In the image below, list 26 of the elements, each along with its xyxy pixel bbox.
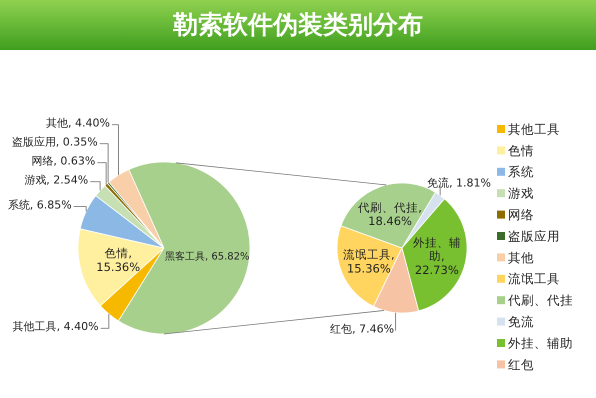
legend-label: 流氓工具 — [508, 271, 560, 286]
legend-label: 红包 — [508, 356, 534, 372]
legend-label: 网络 — [508, 206, 534, 222]
legend-label: 其他 — [508, 250, 534, 265]
data-label: 红包, 7.46% — [330, 322, 394, 336]
legend-label: 色情 — [508, 142, 534, 158]
data-label: 盗版应用, 0.35% — [12, 136, 98, 149]
data-label: 免流, 1.81% — [427, 176, 491, 190]
data-label: 流氓工具, 15.36% — [343, 248, 395, 276]
legend-label: 其他工具 — [508, 121, 560, 136]
legend-label: 游戏 — [508, 186, 534, 201]
chart-title: 勒索软件伪装类别分布 — [172, 10, 423, 39]
data-label: 其他工具, 4.40% — [12, 320, 99, 334]
data-label: 游戏, 2.54% — [24, 174, 88, 187]
data-label: 网络, 0.63% — [31, 154, 96, 168]
data-label: 外挂、辅助, 22.73% — [412, 235, 461, 277]
data-label: 黑客工具, 65.82% — [165, 250, 250, 262]
data-label: 代刷、代挂, 18.46% — [357, 200, 422, 228]
legend-label: 外挂、辅助 — [508, 335, 573, 350]
legend-label: 代刷、代挂 — [507, 292, 573, 308]
legend-label: 盗版应用 — [508, 228, 560, 244]
data-label: 系统, 6.85% — [8, 198, 72, 212]
legend-label: 免流 — [508, 314, 534, 329]
data-label: 其他, 4.40% — [46, 116, 110, 130]
data-label: 色情, 15.36% — [96, 246, 140, 274]
legend-label: 系统 — [508, 164, 534, 180]
